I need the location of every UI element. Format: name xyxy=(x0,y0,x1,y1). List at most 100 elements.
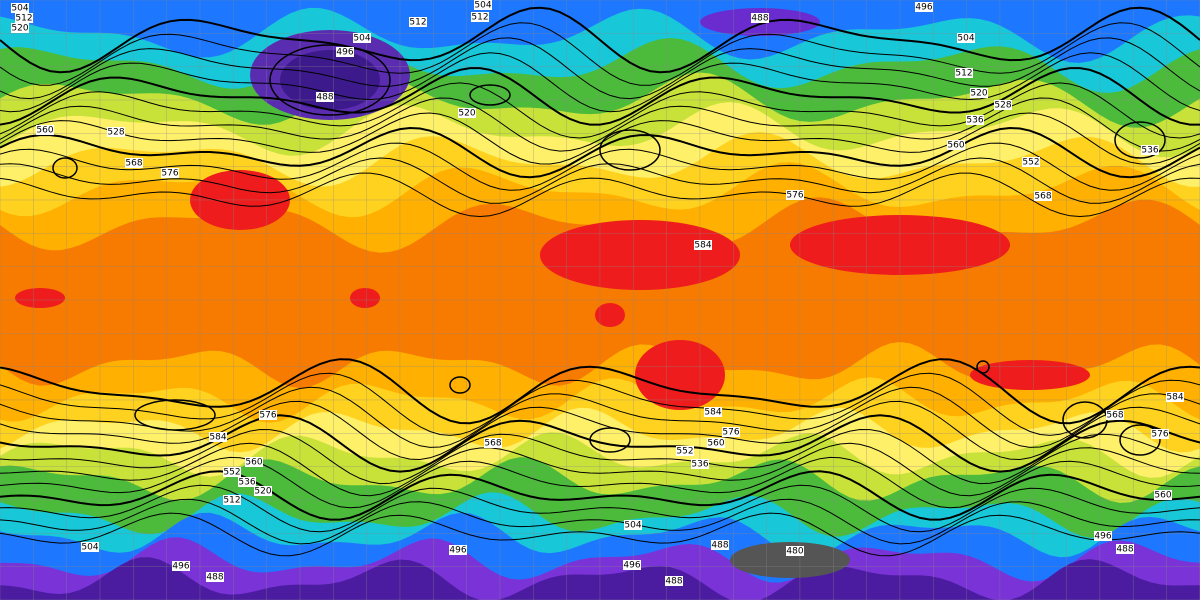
contour-line xyxy=(0,386,1200,448)
label-box xyxy=(691,459,709,469)
cold-vortex xyxy=(730,542,850,578)
contour-label: 560 xyxy=(36,126,53,136)
contour-label: 488 xyxy=(316,93,333,103)
label-box xyxy=(81,542,99,552)
contour-label: 576 xyxy=(161,169,178,179)
contour-label: 568 xyxy=(1106,411,1123,421)
label-box xyxy=(624,520,642,530)
label-box xyxy=(1106,410,1124,420)
label-box xyxy=(722,427,740,437)
contour-closed xyxy=(52,157,78,179)
label-box xyxy=(259,410,277,420)
hot-cold-areas xyxy=(15,8,1090,578)
label-box xyxy=(125,158,143,168)
contour-closed xyxy=(599,129,661,171)
label-box xyxy=(915,2,933,12)
contour-label: 560 xyxy=(245,458,262,468)
contour-label: 504 xyxy=(474,1,491,11)
label-box xyxy=(676,446,694,456)
label-box xyxy=(245,457,263,467)
label-box xyxy=(711,540,729,550)
contour-label: 560 xyxy=(947,141,964,151)
contour-label: 496 xyxy=(449,546,466,556)
contour-label: 536 xyxy=(691,460,708,470)
contour-line xyxy=(0,428,1200,485)
label-box xyxy=(966,115,984,125)
contour-label: 528 xyxy=(994,101,1011,111)
contour-label: 488 xyxy=(1116,545,1133,555)
label-box xyxy=(1154,490,1172,500)
label-box xyxy=(36,125,54,135)
contour-line xyxy=(0,112,1200,165)
contour-line xyxy=(0,157,1200,204)
contour-label: 560 xyxy=(707,439,724,449)
contour-label: 520 xyxy=(11,24,28,34)
contour-label: 512 xyxy=(223,496,240,506)
label-box xyxy=(161,168,179,178)
contour-label: 520 xyxy=(458,109,475,119)
contour-line xyxy=(0,22,1200,86)
contour-label: 568 xyxy=(484,439,501,449)
label-box xyxy=(254,486,272,496)
contour-label: 512 xyxy=(409,18,426,28)
contour-label: 504 xyxy=(81,543,98,553)
contour-label: 576 xyxy=(1151,430,1168,440)
label-box xyxy=(623,560,641,570)
warm-area xyxy=(15,288,65,308)
label-box xyxy=(957,33,975,43)
label-box xyxy=(458,108,476,118)
contour-line xyxy=(0,442,1200,497)
warm-area xyxy=(540,220,740,290)
label-box xyxy=(336,47,354,57)
contour-label: 488 xyxy=(206,573,223,583)
label-box xyxy=(786,546,804,556)
label-box xyxy=(238,477,256,487)
contour-line xyxy=(0,456,1200,509)
contour-label: 488 xyxy=(665,577,682,587)
label-box xyxy=(172,561,190,571)
label-box xyxy=(15,13,33,23)
contour-label: 552 xyxy=(1022,158,1039,168)
contour-line xyxy=(0,414,1200,473)
contour-label: 496 xyxy=(336,48,353,58)
label-box xyxy=(316,92,334,102)
label-box xyxy=(970,88,988,98)
contour-line xyxy=(0,470,1200,521)
label-box xyxy=(11,3,29,13)
warm-area xyxy=(595,303,625,327)
label-box xyxy=(665,576,683,586)
contour-label: 488 xyxy=(711,541,728,551)
contour-label: 520 xyxy=(970,89,987,99)
contour-line xyxy=(0,52,1200,113)
contour-label: 568 xyxy=(125,159,142,169)
contour-closed xyxy=(1119,424,1161,456)
contour-label: 480 xyxy=(786,547,803,557)
label-box xyxy=(484,438,502,448)
label-box xyxy=(206,572,224,582)
label-box xyxy=(1116,544,1134,554)
contour-label: 496 xyxy=(623,561,640,571)
contour-closed xyxy=(976,360,990,374)
label-box xyxy=(1151,429,1169,439)
label-box xyxy=(751,13,769,23)
contour-label: 536 xyxy=(966,116,983,126)
label-box xyxy=(471,12,489,22)
contour-label: 584 xyxy=(704,408,721,418)
contour-label: 576 xyxy=(722,428,739,438)
label-box xyxy=(223,495,241,505)
warm-area xyxy=(350,288,380,308)
contour-closed xyxy=(269,44,391,116)
contour-label: 512 xyxy=(955,69,972,79)
contour-labels: 504 512 520 512 504 512 488 496 504 512 520 528 536 5… xyxy=(11,0,1184,587)
contour-label: 504 xyxy=(957,34,974,44)
contour-label: 512 xyxy=(471,13,488,23)
label-box xyxy=(1034,191,1052,201)
label-box xyxy=(1141,145,1159,155)
contour-label: 584 xyxy=(209,433,226,443)
contour-line xyxy=(0,484,1200,533)
contour-label: 576 xyxy=(786,191,803,201)
label-box xyxy=(994,100,1012,110)
contour-closed xyxy=(469,84,511,106)
